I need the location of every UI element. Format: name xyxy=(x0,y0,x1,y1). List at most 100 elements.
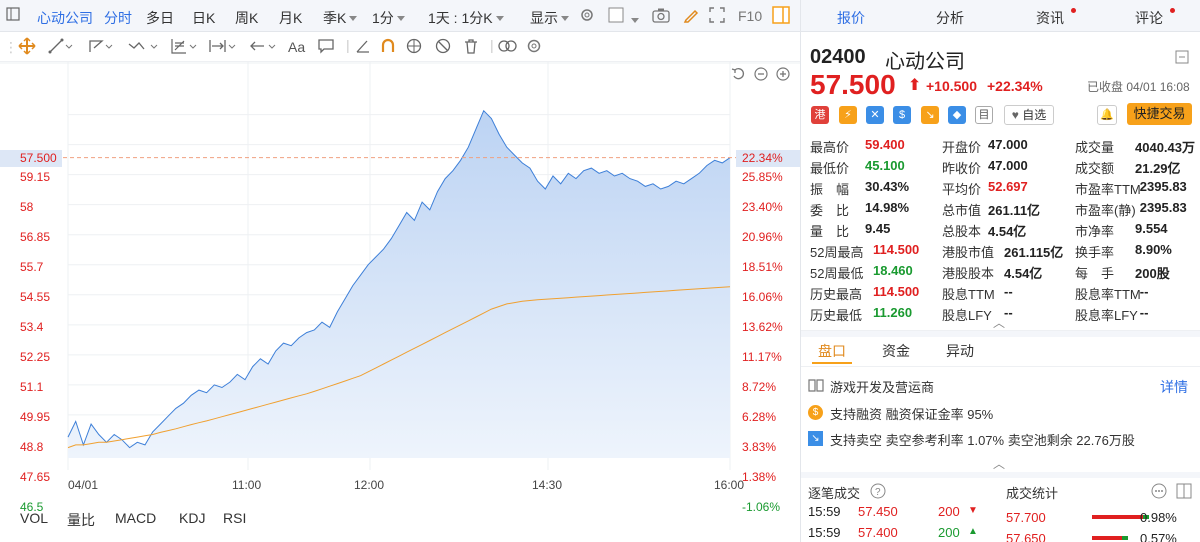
stat-value: 8.90% xyxy=(1135,242,1172,257)
time-tick-label: 16:00 xyxy=(714,478,745,492)
short-sell-info: 支持卖空 卖空参考利率 1.07% 卖空池剩余 22.76万股 xyxy=(830,433,1135,448)
tab-analysis[interactable]: 分析 xyxy=(936,10,964,26)
price-tick-label: 47.65 xyxy=(20,469,51,484)
tab-kdj[interactable]: KDJ xyxy=(179,510,206,526)
chevron-down-icon xyxy=(349,16,358,21)
angle-tool-icon[interactable] xyxy=(355,38,371,57)
polyline-tool-icon[interactable] xyxy=(88,38,114,57)
stat-value: 45.100 xyxy=(865,158,905,173)
settings-icon[interactable] xyxy=(579,7,595,26)
short-sell-icon: ↘ xyxy=(808,431,823,446)
tab-quote[interactable]: 报价 xyxy=(837,10,865,26)
stat-value: 30.43% xyxy=(865,179,910,194)
shuffle-icon[interactable]: ✕ xyxy=(866,106,884,124)
lock-drawing-icon[interactable] xyxy=(406,38,422,57)
display-select[interactable]: 显示 xyxy=(530,8,569,28)
stat-value: 114.500 xyxy=(873,242,920,257)
alert-bell-icon[interactable]: 🔔 xyxy=(1097,105,1117,125)
period-select[interactable]: 1天 : 1分K xyxy=(428,8,504,28)
lightning-icon[interactable]: ⚡ xyxy=(839,106,857,124)
arrow-tool-icon[interactable] xyxy=(249,38,279,57)
pencil-icon[interactable] xyxy=(683,7,699,26)
sidebar-toggle-icon[interactable] xyxy=(6,7,20,24)
stat-label: 市净率 xyxy=(1075,224,1115,239)
line-tool-icon[interactable] xyxy=(48,38,74,57)
add-watchlist-button[interactable]: ♥ 自选 xyxy=(1004,105,1054,125)
dollar-icon[interactable]: $ xyxy=(893,106,911,124)
hide-drawing-icon[interactable] xyxy=(435,38,451,57)
pct-tick-label: 8.72% xyxy=(742,379,777,394)
range-tool-icon[interactable] xyxy=(209,38,239,57)
price-tick-label: 52.25 xyxy=(20,349,51,364)
tab-rsi[interactable]: RSI xyxy=(223,510,247,526)
quick-trade-button[interactable]: 快捷交易 xyxy=(1127,103,1192,125)
fib-tool-icon[interactable] xyxy=(170,38,200,57)
tab-vol[interactable]: VOL xyxy=(20,510,49,526)
tab-volume-ratio[interactable]: 量比 xyxy=(67,512,95,528)
stat-bar-sell xyxy=(1143,515,1149,519)
tab-capital[interactable]: 资金 xyxy=(882,343,910,359)
panel-toggle-icon[interactable] xyxy=(772,6,790,27)
current-pct-tag: 22.34% xyxy=(736,149,800,167)
help-icon[interactable]: ? xyxy=(870,483,886,504)
short-icon[interactable]: ↘ xyxy=(921,106,939,124)
price-tick-label: 46.5 xyxy=(20,499,44,514)
tab-daily-k[interactable]: 日K xyxy=(192,10,216,26)
tab-weekly-k[interactable]: 周K xyxy=(235,10,259,26)
hk-flag-icon[interactable]: 港 xyxy=(811,106,829,124)
tag-icon[interactable]: ◆ xyxy=(948,106,966,124)
collapse-icon[interactable]: ︿ xyxy=(993,457,1006,471)
stat-label: 开盘价 xyxy=(942,140,982,155)
magnet-icon[interactable] xyxy=(380,38,396,57)
stat-label: 成交额 xyxy=(1075,161,1115,176)
stat-value: 47.000 xyxy=(988,158,1028,173)
f10-button[interactable]: F10 xyxy=(738,8,763,24)
tab-order-book[interactable]: 盘口 xyxy=(818,343,846,359)
tab-macd[interactable]: MACD xyxy=(115,510,157,526)
intraday-chart[interactable] xyxy=(0,62,800,507)
tab-intraday[interactable]: 分时 xyxy=(104,10,132,26)
wave-tool-icon[interactable] xyxy=(128,38,160,57)
link-icon[interactable] xyxy=(498,39,518,56)
checkbox-icon[interactable] xyxy=(608,7,624,26)
tab-comments[interactable]: 评论 xyxy=(1135,10,1163,26)
book-icon xyxy=(808,378,824,397)
stat-label: 港股股本 xyxy=(942,266,995,281)
drawing-settings-icon[interactable] xyxy=(526,38,542,57)
divider xyxy=(801,472,1200,478)
tab-quarterly-k[interactable]: 季K xyxy=(323,8,358,28)
trades-title: 逐笔成交 xyxy=(808,486,861,501)
camera-icon[interactable] xyxy=(652,7,670,26)
interval-label: 1分 xyxy=(372,10,394,26)
expand-icon[interactable] xyxy=(1175,50,1189,69)
zoom-in-icon[interactable] xyxy=(776,67,790,86)
chevron-down-icon[interactable] xyxy=(628,12,639,28)
document-icon[interactable]: 目 xyxy=(975,106,993,124)
tab-abnormal[interactable]: 异动 xyxy=(946,343,974,359)
quote-panel-tabs: 报价 分析 资讯 评论 xyxy=(801,0,1200,32)
fullscreen-icon[interactable] xyxy=(709,7,725,26)
stat-label: 港股市值 xyxy=(942,245,995,260)
layout-icon[interactable] xyxy=(1176,483,1192,504)
trash-icon[interactable] xyxy=(463,38,479,57)
text-tool-button[interactable]: Aa xyxy=(288,39,306,55)
zoom-out-icon[interactable] xyxy=(754,67,768,86)
collapse-icon[interactable]: ︿ xyxy=(993,316,1006,330)
stat-label: 每 手 xyxy=(1075,266,1115,281)
tab-multi-day[interactable]: 多日 xyxy=(146,10,174,26)
separator: | xyxy=(490,37,494,53)
interval-select[interactable]: 1分 xyxy=(372,8,405,28)
crosshair-icon[interactable] xyxy=(18,37,36,58)
svg-text:?: ? xyxy=(875,487,881,498)
news-unread-dot xyxy=(1071,8,1076,13)
avg-price-line xyxy=(67,286,731,449)
details-link[interactable]: 详情 xyxy=(1160,379,1188,395)
stock-name-label: 心动公司 xyxy=(37,10,93,26)
comment-tool-icon[interactable] xyxy=(318,38,334,57)
undo-icon[interactable] xyxy=(731,67,745,86)
stat-label: 市盈率TTM xyxy=(1075,182,1141,197)
more-icon[interactable] xyxy=(1151,483,1167,504)
tab-news[interactable]: 资讯 xyxy=(1036,10,1064,26)
tab-monthly-k[interactable]: 月K xyxy=(279,10,303,26)
price-tick-label: 48.8 xyxy=(20,439,44,454)
